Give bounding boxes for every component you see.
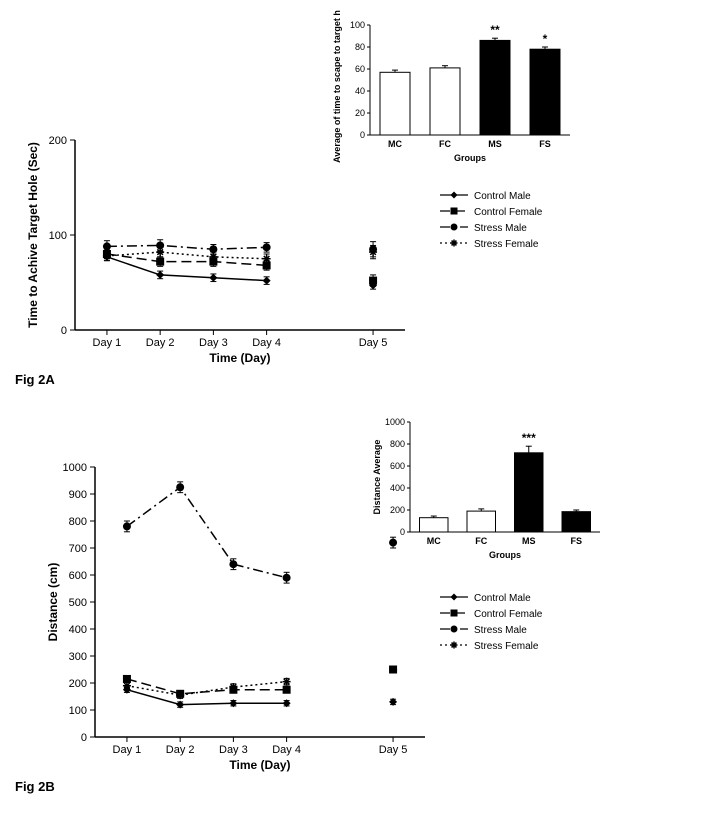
svg-text:Average of time to scape to ta: Average of time to scape to target hole	[332, 10, 342, 163]
fig2a-svg: 020406080100MCFCMSFS***GroupsAverage of …	[10, 10, 704, 370]
svg-text:800: 800	[390, 439, 405, 449]
svg-text:0: 0	[360, 130, 365, 140]
svg-text:400: 400	[390, 483, 405, 493]
svg-text:Time to Achive Target Hole (Se: Time to Achive Target Hole (Sec)	[26, 142, 40, 328]
figure-2b-panel: 02004006008001000MCFCMSFS***GroupsDistan…	[10, 407, 704, 794]
svg-text:Stress Female: Stress Female	[474, 239, 539, 250]
fig2b-svg: 02004006008001000MCFCMSFS***GroupsDistan…	[10, 407, 704, 777]
svg-text:FS: FS	[570, 536, 582, 546]
svg-text:Distance (cm): Distance (cm)	[46, 563, 60, 642]
svg-text:Time (Day): Time (Day)	[229, 758, 290, 772]
figure-2a-panel: 020406080100MCFCMSFS***GroupsAverage of …	[10, 10, 704, 387]
svg-text:100: 100	[49, 230, 67, 242]
svg-text:300: 300	[69, 651, 87, 663]
svg-text:Day 5: Day 5	[379, 744, 408, 756]
svg-text:FC: FC	[439, 139, 451, 149]
svg-text:60: 60	[355, 64, 365, 74]
svg-text:100: 100	[69, 705, 87, 717]
svg-text:600: 600	[69, 570, 87, 582]
svg-text:80: 80	[355, 42, 365, 52]
svg-text:**: **	[490, 23, 500, 37]
svg-text:Groups: Groups	[489, 550, 521, 560]
svg-text:*: *	[543, 32, 548, 46]
svg-text:0: 0	[400, 527, 405, 537]
svg-text:Stress Female: Stress Female	[474, 641, 539, 652]
fig2a-label: Fig 2A	[15, 372, 704, 387]
svg-text:800: 800	[69, 516, 87, 528]
svg-text:Day 4: Day 4	[252, 337, 281, 349]
svg-text:FS: FS	[539, 139, 551, 149]
svg-text:Time (Day): Time (Day)	[209, 351, 270, 365]
svg-text:MS: MS	[522, 536, 536, 546]
svg-text:MS: MS	[488, 139, 502, 149]
svg-text:600: 600	[390, 461, 405, 471]
svg-text:0: 0	[61, 325, 67, 337]
svg-text:***: ***	[522, 431, 536, 445]
svg-text:MC: MC	[427, 536, 441, 546]
svg-text:0: 0	[81, 732, 87, 744]
svg-text:200: 200	[49, 135, 67, 147]
svg-text:900: 900	[69, 489, 87, 501]
svg-text:1000: 1000	[63, 462, 87, 474]
svg-text:1000: 1000	[385, 417, 405, 427]
svg-text:Distance Average: Distance Average	[372, 440, 382, 515]
svg-text:FC: FC	[475, 536, 487, 546]
svg-text:Day 1: Day 1	[93, 337, 122, 349]
svg-text:Stress Male: Stress Male	[474, 625, 527, 636]
svg-text:500: 500	[69, 597, 87, 609]
svg-text:Day 5: Day 5	[359, 337, 388, 349]
svg-text:400: 400	[69, 624, 87, 636]
svg-text:Day 2: Day 2	[146, 337, 175, 349]
svg-text:Day 1: Day 1	[113, 744, 142, 756]
svg-text:Groups: Groups	[454, 153, 486, 163]
fig2b-label: Fig 2B	[15, 779, 704, 794]
svg-text:MC: MC	[388, 139, 402, 149]
svg-text:40: 40	[355, 86, 365, 96]
svg-text:20: 20	[355, 108, 365, 118]
svg-text:Day 2: Day 2	[166, 744, 195, 756]
svg-text:Stress Male: Stress Male	[474, 223, 527, 234]
svg-text:Day 4: Day 4	[272, 744, 301, 756]
svg-text:Day 3: Day 3	[199, 337, 228, 349]
svg-text:Control Female: Control Female	[474, 609, 543, 620]
svg-text:Control Male: Control Male	[474, 593, 531, 604]
svg-text:200: 200	[69, 678, 87, 690]
svg-text:Control Male: Control Male	[474, 191, 531, 202]
svg-text:700: 700	[69, 543, 87, 555]
svg-text:Control Female: Control Female	[474, 207, 543, 218]
svg-text:100: 100	[350, 20, 365, 30]
svg-text:200: 200	[390, 505, 405, 515]
svg-text:Day 3: Day 3	[219, 744, 248, 756]
